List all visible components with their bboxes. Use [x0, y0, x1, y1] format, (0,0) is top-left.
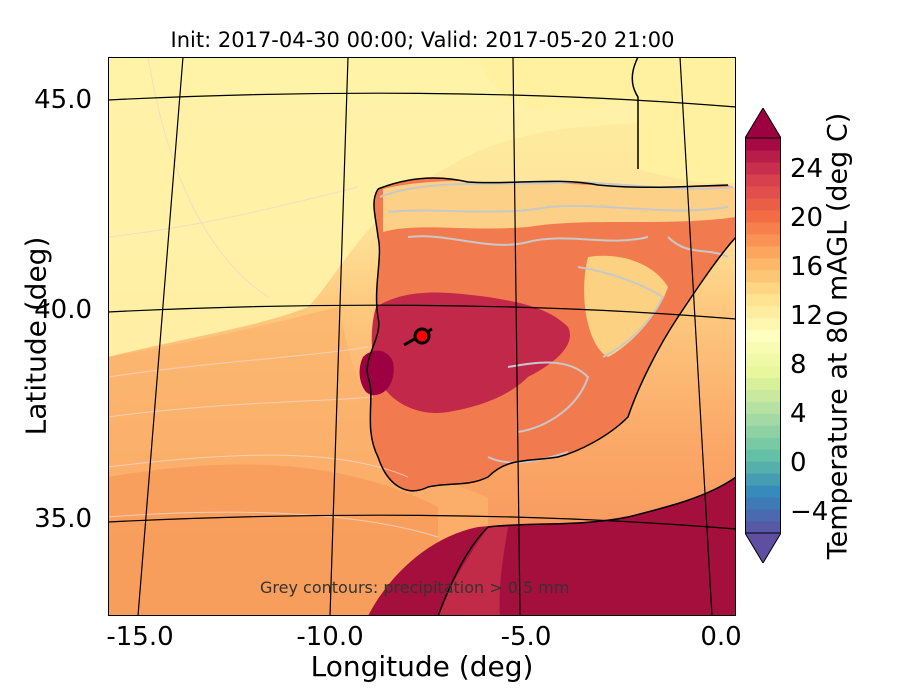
colorbar-band	[745, 377, 781, 390]
colorbar-band	[745, 425, 781, 438]
colorbar-band	[745, 329, 781, 343]
colorbar-band	[745, 401, 781, 414]
colorbar-tick-label: 8	[790, 350, 807, 380]
temperature-colorbar	[745, 108, 781, 563]
x-tick-label: 0.0	[700, 622, 742, 652]
colorbar-border	[745, 137, 781, 534]
colorbar-tick-label: 4	[790, 399, 807, 429]
colorbar-band	[745, 461, 781, 474]
colorbar-band	[745, 161, 781, 175]
colorbar-band	[745, 353, 781, 367]
colorbar-label: Temperature at 80 mAGL (deg C)	[822, 112, 854, 560]
colorbar-band	[745, 341, 781, 355]
map-plot-area[interactable]	[108, 57, 736, 616]
map-title: Init: 2017-04-30 00:00; Valid: 2017-05-2…	[170, 28, 675, 52]
colorbar-tick-label: 20	[790, 203, 824, 233]
colorbar-band	[745, 317, 781, 331]
colorbar-band	[745, 245, 781, 259]
colorbar-band	[745, 209, 781, 223]
precipitation-annotation: Grey contours: precipitation > 0.5 mm	[260, 578, 570, 597]
colorbar-band	[745, 509, 781, 522]
iberia-hot-core	[371, 292, 570, 413]
colorbar-band	[745, 233, 781, 247]
colorbar-max-extension	[745, 108, 781, 139]
colorbar-band	[745, 473, 781, 486]
colorbar-band	[745, 197, 781, 211]
iberia-east-cool	[584, 255, 668, 357]
colorbar-tick-label: −4	[790, 497, 829, 527]
colorbar-band	[745, 185, 781, 199]
x-tick-label: -10.0	[296, 622, 364, 652]
graticule	[108, 57, 736, 616]
y-tick-label: 35.0	[34, 504, 92, 534]
y-tick-label: 45.0	[34, 85, 92, 115]
france-land	[478, 57, 736, 184]
colorbar-band	[745, 305, 781, 319]
x-tick-label: -5.0	[500, 622, 552, 652]
colorbar-band	[745, 365, 781, 378]
location-marker[interactable]	[413, 327, 431, 345]
colorbar-band	[745, 269, 781, 283]
colorbar-band	[745, 221, 781, 235]
coastline	[366, 57, 736, 616]
colorbar-tick-label: 0	[790, 448, 807, 478]
ocean-cool-region	[108, 57, 736, 357]
y-tick-label: 40.0	[34, 295, 92, 325]
plot-border	[108, 57, 736, 616]
colorbar-band	[745, 173, 781, 187]
colorbar-band	[745, 293, 781, 307]
y-axis-label: Latitude (deg)	[19, 236, 53, 436]
colorbar-band	[745, 437, 781, 450]
colorbar-band	[745, 257, 781, 271]
colorbar-min-extension	[745, 532, 781, 563]
africa-coast-warm	[438, 527, 508, 616]
colorbar-band	[745, 138, 781, 151]
colorbar-tick-label: 24	[790, 154, 824, 184]
temperature-contours	[108, 57, 439, 538]
colorbar-band	[745, 485, 781, 498]
x-axis-label: Longitude (deg)	[310, 650, 534, 683]
ocean-warm-band	[108, 464, 438, 616]
colorbar-band	[745, 389, 781, 402]
colorbar-band	[745, 149, 781, 163]
colorbar-band	[745, 497, 781, 510]
x-tick-label: -15.0	[106, 622, 174, 652]
colorbar-tick-label: 16	[790, 252, 824, 282]
colorbar-tick-label: 12	[790, 301, 824, 331]
colorbar-band	[745, 413, 781, 426]
colorbar-band	[745, 521, 781, 534]
colorbar-band	[745, 281, 781, 295]
colorbar-band	[745, 449, 781, 462]
